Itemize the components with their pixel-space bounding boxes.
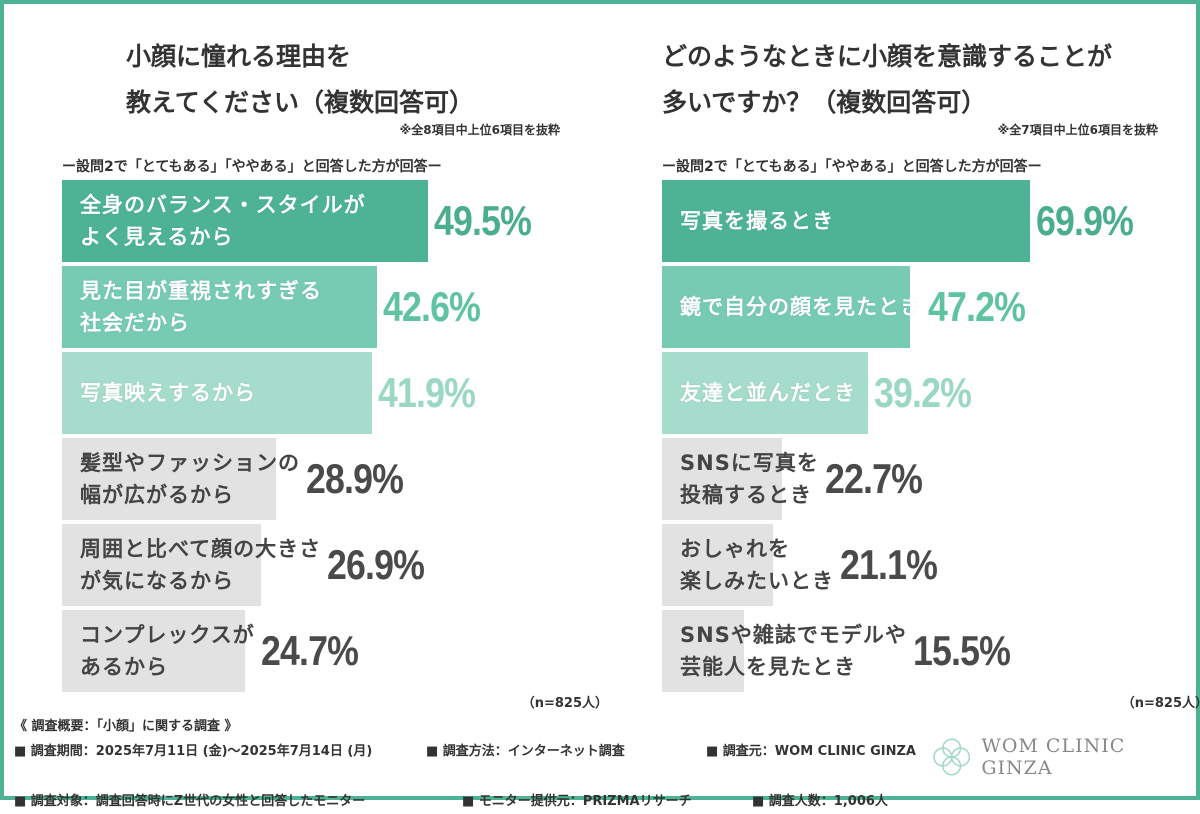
value-label: 49.5% (434, 197, 532, 244)
bar-label: 全身のバランス・スタイルが よく見えるから (80, 193, 366, 249)
chart-title: どのようなときに小顔を意識することが 多いですか？（複数回答可） (662, 42, 1113, 117)
bar (662, 610, 744, 692)
chart-left: 小顔に憧れる理由を 教えてください（複数回答可） ※全8項目中上位6項目を抜粋 … (62, 0, 622, 711)
bar-label: 写真を撮るとき (680, 209, 834, 233)
chart-title: 小顔に憧れる理由を 教えてください（複数回答可） (126, 42, 475, 117)
chart-subtitle: ー設問2で「とてもある」「ややある」と回答した方が回答ー (62, 159, 442, 175)
bar-row: おしゃれを 楽しみたいとき 21.1% (662, 524, 1200, 606)
bar-label: 周囲と比べて顔の大きさ が気になるから (80, 537, 322, 593)
bar (662, 524, 774, 606)
value-label: 41.9% (378, 369, 476, 416)
bar (662, 352, 869, 434)
value-label: 24.7% (261, 627, 359, 674)
bar-row: 写真映えするから 41.9% (62, 352, 622, 434)
logo-mark-icon (933, 738, 971, 776)
value-label: 26.9% (327, 541, 425, 588)
bar (662, 438, 782, 520)
bar-label: 髪型やファッションの 幅が広がるから (80, 451, 300, 507)
bar-row: コンプレックスが あるから 24.7% (62, 610, 622, 692)
chart-note: ※全7項目中上位6項目を抜粋 (997, 123, 1158, 137)
bar (62, 610, 245, 692)
survey-summary: 《 調査概要：「小顔」に関する調査 》 ■ 調査期間：2025年7月11日 (金… (14, 714, 916, 809)
value-label: 21.1% (840, 541, 938, 588)
chart-right: どのようなときに小顔を意識することが 多いですか？（複数回答可） ※全7項目中上… (662, 0, 1200, 711)
survey-provider: ■ モニター提供元：PRIZMAリサーチ (462, 794, 692, 809)
bar-row: SNSや雑誌でモデルや 芸能人を見たとき 15.5% (662, 610, 1200, 692)
survey-source: ■ 調査元：WOM CLINIC GINZA (706, 744, 916, 759)
bar-row: 鏡で自分の顔を見たとき 47.2% (662, 266, 1200, 348)
bar-rows: 写真を撮るとき 69.9% 鏡で自分の顔を見たとき 47.2% 友達と並んだとき 39.2… (662, 180, 1200, 696)
value-label: 28.9% (306, 455, 404, 502)
bar-label: コンプレックスが あるから (80, 623, 255, 679)
bar-label: 鏡で自分の顔を見たとき (680, 295, 922, 319)
clinic-logo: WOM CLINIC GINZA (930, 735, 1200, 779)
value-label: 47.2% (928, 283, 1026, 330)
bar (62, 180, 428, 262)
bar (62, 266, 377, 348)
bar-label: 友達と並んだとき (680, 381, 856, 405)
bar-label: おしゃれを 楽しみたいとき (680, 537, 834, 593)
value-label: 39.2% (874, 369, 972, 416)
chart-subtitle: ー設問2で「とてもある」「ややある」と回答した方が回答ー (662, 159, 1042, 175)
survey-method: ■ 調査方法：インターネット調査 (426, 744, 625, 759)
bar-label: 写真映えするから (80, 381, 256, 405)
survey-count: ■ 調査人数：1,006人 (752, 794, 888, 809)
bar-label: 見た目が重視されすぎる 社会だから (80, 279, 322, 335)
bar (62, 524, 261, 606)
bar (662, 266, 911, 348)
bar-row: 全身のバランス・スタイルが よく見えるから 49.5% (62, 180, 622, 262)
value-label: 22.7% (825, 455, 923, 502)
value-label: 69.9% (1036, 197, 1134, 244)
sample-size: （n=825人） (521, 696, 608, 711)
bar-row: SNSに写真を 投稿するとき 22.7% (662, 438, 1200, 520)
bar-row: 見た目が重視されすぎる 社会だから 42.6% (62, 266, 622, 348)
bar (62, 352, 372, 434)
bar-label: SNSや雑誌でモデルや 芸能人を見たとき (680, 623, 907, 679)
bar-label: SNSに写真を 投稿するとき (680, 451, 819, 507)
survey-period: ■ 調査期間：2025年7月11日 (金)～2025年7月14日 (月) (14, 744, 373, 759)
sample-size: （n=825人） (1121, 696, 1200, 711)
bar-row: 髪型やファッションの 幅が広がるから 28.9% (62, 438, 622, 520)
survey-heading: 《 調査概要：「小顔」に関する調査 》 (14, 719, 238, 734)
bar-rows: 全身のバランス・スタイルが よく見えるから 49.5% 見た目が重視されすぎる 社会… (62, 180, 622, 696)
logo-text: WOM CLINIC GINZA (981, 735, 1126, 779)
chart-note: ※全8項目中上位6項目を抜粋 (399, 123, 560, 137)
value-label: 15.5% (913, 627, 1011, 674)
value-label: 42.6% (383, 283, 481, 330)
bar-row: 周囲と比べて顔の大きさ が気になるから 26.9% (62, 524, 622, 606)
survey-target: ■ 調査対象：調査回答時にZ世代の女性と回答したモニター (14, 794, 366, 809)
bar-row: 写真を撮るとき 69.9% (662, 180, 1200, 262)
bar (662, 180, 1030, 262)
bar (62, 438, 276, 520)
bar-row: 友達と並んだとき 39.2% (662, 352, 1200, 434)
